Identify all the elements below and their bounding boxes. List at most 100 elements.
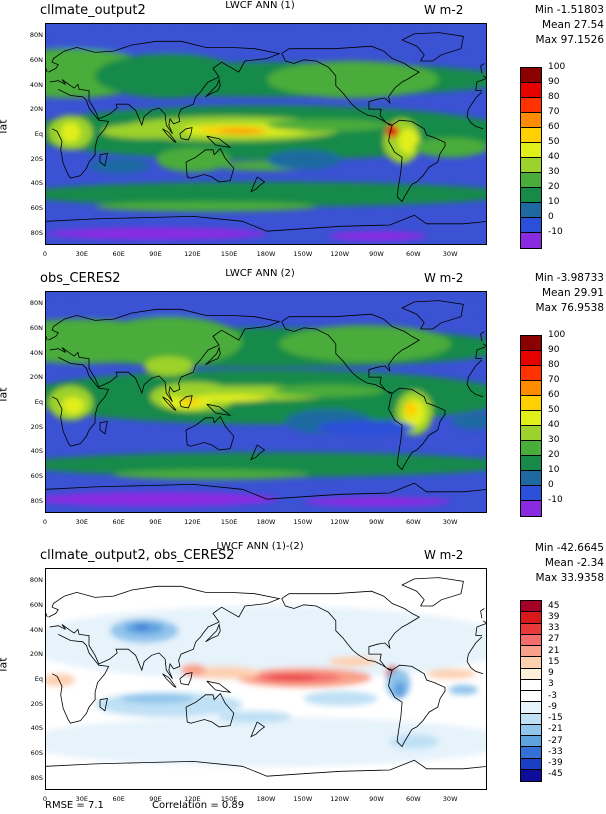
colorbar-label: -9 xyxy=(548,701,557,712)
field-contour-region xyxy=(279,325,452,363)
lat-tick-label: 80N xyxy=(29,299,43,308)
colorbar-label: 60 xyxy=(548,122,560,132)
lat-tick-label: 20N xyxy=(29,105,43,114)
coastline-uk-2 xyxy=(480,608,485,619)
colorbar-label: 3 xyxy=(548,679,554,690)
lon-tick-label: 150W xyxy=(293,250,313,258)
field-contour-region xyxy=(46,606,486,680)
field-contour-region xyxy=(451,414,486,429)
stat-mean: Mean 29.91 xyxy=(541,287,604,299)
colorbar-swatch xyxy=(521,336,541,351)
colorbar-label: 100 xyxy=(548,62,566,72)
colorbar-swatch xyxy=(521,471,541,486)
field-contour-region xyxy=(303,496,452,507)
coastline-madagascar xyxy=(99,421,108,435)
field-contour-region xyxy=(61,396,85,415)
coastline-uk-1 xyxy=(46,613,48,618)
colorbar-label: 10 xyxy=(548,197,560,207)
stat-max: Max 97.1526 xyxy=(535,34,604,46)
colorbar-swatch xyxy=(521,381,541,396)
map-area xyxy=(45,291,487,513)
colorbar-swatch xyxy=(521,758,541,770)
colorbar-label: 9 xyxy=(548,668,554,679)
colorbar-label: -45 xyxy=(548,769,563,780)
coastline-newguinea xyxy=(206,680,232,693)
colorbar-swatch xyxy=(521,646,541,658)
lat-tick-label: Eq xyxy=(34,398,43,406)
coastline-eurasia-0 xyxy=(475,75,486,91)
coastline-newguinea xyxy=(206,135,232,148)
coastline-australia xyxy=(185,147,235,183)
coastline-eurasia-1 xyxy=(48,585,281,680)
field-contour-region xyxy=(46,181,486,207)
lon-tick-label: 60E xyxy=(112,518,125,526)
coastline-namerica xyxy=(281,45,421,126)
coastline-uk-2 xyxy=(480,63,485,74)
coastline-greenland xyxy=(401,577,464,607)
colorbar-label: 100 xyxy=(548,330,566,340)
colorbar-swatch xyxy=(521,218,541,233)
colorbar-label: 33 xyxy=(548,623,560,634)
map-panel-2: obs_CERES2 LWCF ANN (2) W m-2 Min -3.98733 M… xyxy=(0,268,606,536)
panel-title-left: cllmate_output2, obs_CERES2 xyxy=(40,548,235,563)
colorbar-swatch xyxy=(521,68,541,83)
lat-tick-label: 80S xyxy=(30,228,43,237)
lat-tick-label: 20N xyxy=(29,373,43,382)
lat-tick-label: 40S xyxy=(30,447,43,456)
lat-tick-label: 60S xyxy=(30,472,43,480)
colorbar-label: -39 xyxy=(548,758,563,769)
field-contour-region xyxy=(46,227,267,240)
lat-tick-label: 60N xyxy=(29,601,43,609)
colorbar-label: 10 xyxy=(548,465,560,475)
colorbar-swatch xyxy=(521,747,541,759)
colorbar-swatch xyxy=(521,724,541,736)
lat-tick-label: 20S xyxy=(30,422,43,431)
lat-tick-label: 40N xyxy=(29,625,43,634)
map-canvas xyxy=(46,569,486,789)
field-contour-region xyxy=(398,128,419,154)
colorbar-label: -10 xyxy=(548,495,563,505)
field-contour-region xyxy=(393,681,406,699)
lat-tick-label: 60N xyxy=(29,56,43,64)
colorbar-swatch xyxy=(521,612,541,624)
lon-tick-label: 180W xyxy=(256,250,276,258)
colorbar-label: 15 xyxy=(548,656,560,667)
coastline-uk-1 xyxy=(46,336,48,341)
lat-tick-label: 20S xyxy=(30,699,43,708)
field-contour-region xyxy=(414,137,486,158)
colorbar-swatch xyxy=(521,736,541,748)
lat-tick-label: 80S xyxy=(30,496,43,505)
colorbar-swatch xyxy=(521,657,541,669)
lat-tick-label: 80S xyxy=(30,773,43,782)
field-contour-region xyxy=(95,201,317,212)
field-contour-region xyxy=(303,691,378,706)
lon-tick-label: 90W xyxy=(369,518,384,526)
colorbar-label: -21 xyxy=(548,724,563,735)
lon-tick-label: 150W xyxy=(293,518,313,526)
stat-min: Min -42.6645 xyxy=(534,542,604,554)
field-contour-region xyxy=(134,624,150,630)
stat-max: Max 76.9538 xyxy=(535,302,604,314)
colorbar xyxy=(520,335,542,517)
colorbar-swatch xyxy=(521,634,541,646)
colorbar-label: 0 xyxy=(548,480,554,490)
field-contour-region xyxy=(217,710,292,724)
colorbar-swatch xyxy=(521,456,541,471)
colorbar-label: 39 xyxy=(548,611,560,622)
colorbar-label: 30 xyxy=(548,167,560,177)
colorbar-swatch xyxy=(521,396,541,411)
coastline-madagascar xyxy=(99,698,108,712)
coastline-eurasia-1 xyxy=(48,308,281,403)
coastline-uk-2 xyxy=(480,331,485,342)
panel-stats: Min -42.6645 Mean -2.34 Max 33.9358 xyxy=(490,541,604,586)
coastline-antarctica xyxy=(46,482,486,500)
lon-tick-label: 90E xyxy=(149,250,162,258)
coastline-nz xyxy=(250,176,266,193)
coastline-antarctica xyxy=(46,759,486,777)
colorbar-swatch xyxy=(521,691,541,703)
colorbar xyxy=(520,67,542,249)
field-contour-region xyxy=(101,123,188,139)
field-contour-region xyxy=(193,394,267,402)
coastline-samerica xyxy=(388,387,446,471)
y-axis-label: lat xyxy=(0,387,10,402)
